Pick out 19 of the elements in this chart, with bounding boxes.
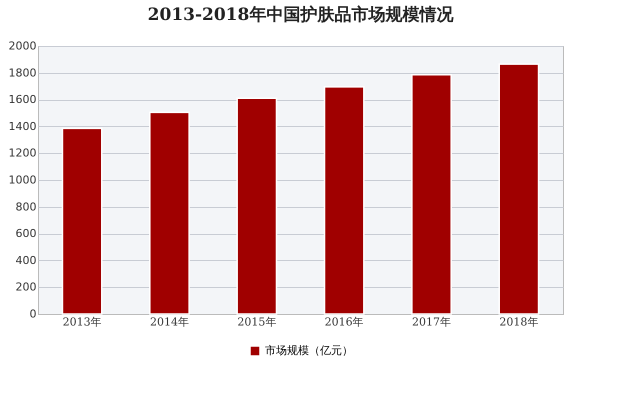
x-tick-label: 2017年 <box>412 316 452 328</box>
x-tick-label: 2016年 <box>324 316 364 328</box>
chart-title: 2013-2018年中国护肤品市场规模情况 <box>148 5 454 25</box>
y-tick-label: 1800 <box>8 66 36 80</box>
y-tick-label: 400 <box>16 254 36 267</box>
legend-label: 市场规模（亿元） <box>265 344 353 357</box>
x-tick-label: 2013年 <box>62 316 102 328</box>
y-tick-label: 1000 <box>8 174 36 186</box>
y-tick-label: 1600 <box>8 93 36 106</box>
y-tick-label: 0 <box>30 308 36 320</box>
y-tick-label: 1400 <box>8 120 36 133</box>
y-tick-label: 600 <box>16 227 36 240</box>
x-tick-label: 2018年 <box>499 316 538 328</box>
y-tick-label: 2000 <box>8 40 36 52</box>
y-tick-label: 200 <box>16 280 36 294</box>
x-tick-label: 2015年 <box>237 316 276 328</box>
y-tick-label: 800 <box>16 200 36 214</box>
x-tick-label: 2014年 <box>150 316 189 328</box>
y-tick-label: 1200 <box>8 146 36 160</box>
